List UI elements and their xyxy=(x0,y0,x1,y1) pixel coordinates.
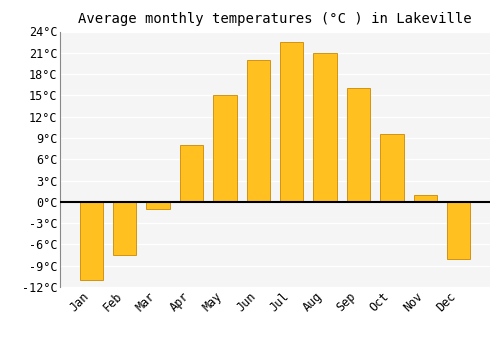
Bar xyxy=(146,202,170,209)
Bar xyxy=(314,53,337,202)
Bar xyxy=(246,60,270,202)
Bar xyxy=(347,88,370,202)
Title: Average monthly temperatures (°C ) in Lakeville: Average monthly temperatures (°C ) in La… xyxy=(78,12,472,26)
Bar xyxy=(380,134,404,202)
Bar xyxy=(213,95,236,202)
Bar xyxy=(180,145,203,202)
Bar xyxy=(414,195,437,202)
Bar xyxy=(80,202,103,280)
Bar xyxy=(280,42,303,202)
Bar xyxy=(113,202,136,255)
Bar xyxy=(447,202,470,259)
